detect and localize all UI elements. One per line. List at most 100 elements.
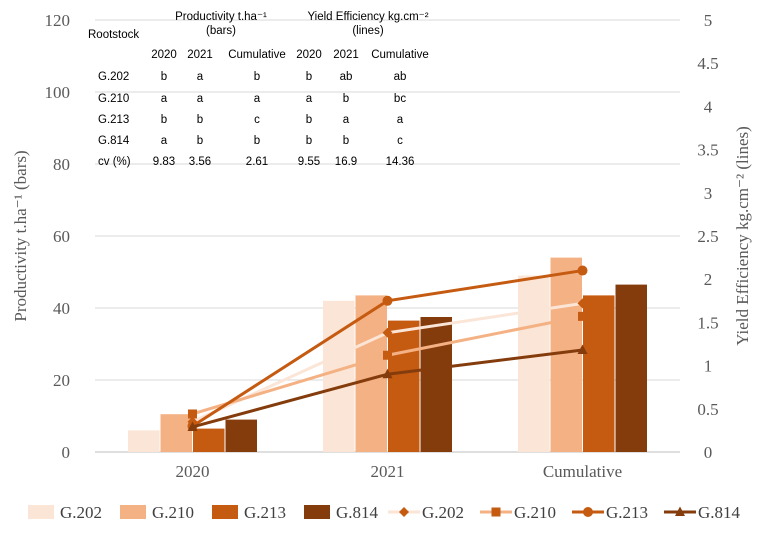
line-point	[583, 507, 593, 517]
legend-label: G.210	[152, 503, 194, 522]
line-point	[382, 368, 393, 379]
table-row-label: G.210	[98, 93, 129, 105]
table-cell: c	[397, 135, 403, 147]
y2-tick-label: 1.5	[697, 313, 718, 332]
bar	[583, 295, 615, 452]
x-tick-label: 2020	[176, 462, 210, 481]
bar	[160, 414, 192, 452]
legend-label: G.814	[698, 503, 741, 522]
table-column-header: 2021	[187, 49, 213, 61]
table-corner-label: Rootstock	[88, 29, 139, 41]
line-point	[578, 311, 587, 321]
y2-tick-label: 4.5	[697, 54, 718, 73]
line-point	[577, 265, 588, 276]
table-column-header: Cumulative	[228, 49, 286, 61]
y2-tick-label: 2	[704, 270, 713, 289]
line-point	[383, 350, 392, 360]
table-cell: bc	[394, 93, 406, 105]
table-cell: a	[161, 135, 168, 147]
y-tick-label: 20	[53, 371, 70, 390]
legend-label: G.202	[422, 503, 464, 522]
legend-swatch	[120, 505, 146, 519]
table-cell: b	[197, 114, 203, 126]
y-tick-label: 0	[62, 443, 71, 462]
y-axis-title: Productivity t.ha⁻¹ (bars)	[11, 150, 30, 321]
table-cell: a	[254, 93, 261, 105]
legend-label: G.213	[606, 503, 648, 522]
legend-label: G.814	[336, 503, 379, 522]
table-group-productivity: Productivity t.ha⁻¹	[175, 11, 267, 23]
table-cell: a	[161, 93, 168, 105]
table-column-header: 2020	[296, 49, 322, 61]
table-cell: b	[343, 93, 349, 105]
table-column-header: 2020	[151, 49, 177, 61]
legend-label: G.202	[60, 503, 102, 522]
gridlines	[95, 19, 680, 453]
table-cell: a	[306, 93, 313, 105]
legend-label: G.213	[244, 503, 286, 522]
table-cell: 9.55	[298, 156, 320, 168]
x-tick-label: Cumulative	[543, 462, 622, 481]
y2-tick-label: 3.5	[697, 141, 718, 160]
legend-swatch	[212, 505, 238, 519]
table-cell: 9.83	[153, 156, 175, 168]
y-tick-label: 40	[53, 299, 70, 318]
bar	[355, 295, 387, 452]
table-cell: b	[254, 71, 260, 83]
line-point	[382, 295, 393, 306]
line-point	[491, 507, 501, 517]
significance-table: Rootstock Productivity t.ha⁻¹ (bars) Yield …	[88, 11, 429, 168]
y-tick-label: 80	[53, 155, 70, 174]
y2-tick-label: 2.5	[697, 227, 718, 246]
y2-tick-label: 3	[704, 184, 713, 203]
table-cell: b	[197, 135, 203, 147]
bar	[225, 419, 257, 452]
table-row-label: G.213	[98, 114, 129, 126]
table-cell: b	[343, 135, 349, 147]
bar-layer	[128, 257, 647, 452]
table-cell: a	[343, 114, 350, 126]
axes: 0 20 40 60 80 100 120 0 0.5 1 1.5 2 2.5 3 3.5 4 4.5 5 2020…	[11, 11, 752, 481]
y2-tick-label: 4	[704, 97, 713, 116]
legend-label: G.210	[514, 503, 556, 522]
line-layer	[187, 265, 588, 432]
y2-tick-label: 1	[704, 357, 713, 376]
line-point	[577, 298, 588, 309]
table-column-header: Cumulative	[371, 49, 429, 61]
table-cell: b	[306, 71, 312, 83]
table-cell: a	[197, 93, 204, 105]
y2-tick-label: 5	[704, 11, 713, 30]
y2-axis-title: Yield Efficiency kg.cm⁻² (lines)	[733, 126, 752, 346]
legend-swatch	[304, 505, 330, 519]
table-cell: b	[161, 71, 167, 83]
line-point	[188, 409, 197, 419]
legend: G.202 G.210 G.213 G.814 G.202 G.210 G.213 G.814	[28, 503, 741, 522]
bar	[193, 428, 225, 452]
bar	[388, 320, 420, 452]
line-point	[577, 344, 588, 355]
x-tick-label: 2021	[371, 462, 405, 481]
table-cell: 16.9	[335, 156, 357, 168]
table-row-label: G.814	[98, 135, 130, 147]
bar	[615, 284, 647, 452]
table-cell: ab	[394, 71, 407, 83]
table-column-header: 2021	[333, 49, 359, 61]
y-tick-label: 60	[53, 227, 70, 246]
y-tick-label: 120	[45, 11, 71, 30]
table-cell: a	[397, 114, 404, 126]
table-group-productivity-sub: (bars)	[206, 25, 236, 37]
y-tick-label: 100	[45, 83, 71, 102]
y2-tick-label: 0	[704, 443, 713, 462]
bar	[420, 317, 452, 452]
line-point	[187, 421, 198, 431]
line-point	[675, 506, 685, 516]
legend-swatch	[28, 505, 54, 519]
y2-tick-label: 0.5	[697, 400, 718, 419]
table-cell: b	[254, 135, 260, 147]
bar	[518, 275, 550, 452]
table-group-yield: Yield Efficiency kg.cm⁻²	[307, 11, 428, 23]
table-row-label: cv (%)	[98, 156, 131, 168]
table-cell: a	[197, 71, 204, 83]
table-cell: ab	[340, 71, 353, 83]
